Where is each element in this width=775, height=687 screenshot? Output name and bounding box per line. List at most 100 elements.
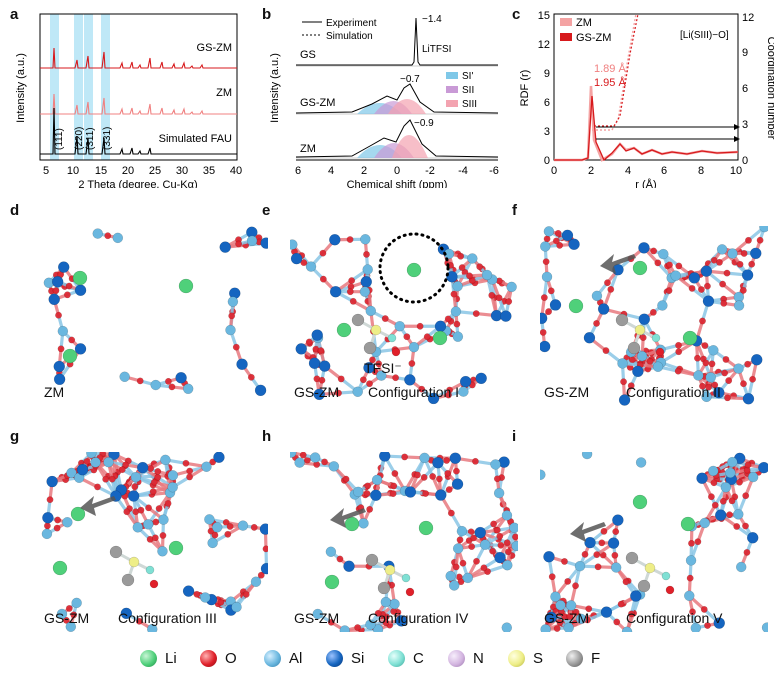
oxygen-atom — [476, 263, 484, 271]
aluminum-atom — [182, 383, 194, 395]
aluminum-atom — [71, 597, 82, 609]
svg-text:3: 3 — [544, 126, 550, 138]
oxygen-atom — [321, 458, 328, 466]
lithium-atom — [632, 260, 648, 276]
lithium-atom — [324, 574, 340, 590]
oxygen-atom — [349, 297, 357, 305]
peak-label-gs-zm: 1.95 Å — [594, 76, 626, 89]
oxygen-atom — [164, 377, 172, 385]
plot-frame — [39, 13, 238, 161]
aluminum-atom — [294, 457, 305, 468]
oxygen-atom — [363, 490, 371, 498]
legend-zm: ZM — [576, 17, 592, 29]
panel-letter-g: g — [10, 428, 20, 445]
aluminum-atom — [371, 474, 383, 486]
oxygen-atom — [369, 356, 376, 364]
panel-letter-i: i — [512, 428, 517, 445]
aluminum-atom — [452, 331, 464, 342]
aluminum-atom — [458, 386, 469, 397]
oxygen-atom — [646, 357, 654, 365]
oxygen-atom — [450, 290, 458, 298]
oxygen-atom — [65, 282, 73, 290]
svg-text:0: 0 — [551, 165, 557, 177]
aluminum-atom — [541, 271, 553, 283]
oxygen-atom — [697, 286, 705, 293]
x-ticks-c: 0 2 4 6 8 10 — [551, 165, 742, 177]
atom-legend-n: N — [448, 650, 484, 667]
oxygen-atom — [602, 347, 610, 355]
aluminum-atom — [621, 626, 633, 632]
oxygen-atom — [209, 458, 217, 466]
oxygen-atom — [686, 574, 694, 582]
legend-swatch-zm — [560, 18, 572, 26]
silicon-atom — [500, 310, 512, 322]
oxygen-atom — [62, 616, 70, 624]
oxygen-atom — [414, 471, 421, 479]
oxygen-atom — [704, 622, 711, 629]
site-swatch-siii — [446, 100, 458, 107]
aluminum-atom — [57, 325, 69, 337]
oxygen-atom — [466, 272, 473, 280]
peak-label-zm: 1.89 Å — [594, 62, 626, 75]
aluminum-atom — [290, 239, 298, 250]
oxygen-atom — [102, 475, 110, 483]
aluminum-atom — [130, 471, 142, 483]
aluminum-atom — [328, 461, 340, 472]
aluminum-atom — [565, 600, 577, 611]
aluminum-atom — [359, 286, 371, 297]
oxygen-atom — [585, 605, 593, 613]
nmr-chart: Experiment Simulation GS −1.4 LiTFSI GS-… — [269, 14, 499, 188]
aluminum-atom — [448, 580, 460, 591]
carbon-atom — [651, 333, 661, 343]
silicon-atom — [74, 343, 87, 355]
peak-label-331: (331) — [102, 127, 113, 150]
carbon-atom — [145, 565, 155, 575]
oxygen-atom — [470, 534, 478, 542]
zeolite-framework-e — [290, 232, 517, 405]
o-atom-icon — [200, 650, 217, 667]
atom-legend-s: S — [508, 650, 543, 667]
oxygen-atom — [716, 258, 723, 266]
silicon-atom — [48, 293, 60, 306]
oxygen-atom — [722, 355, 730, 363]
oxygen-atom — [594, 563, 602, 571]
silicon-atom — [638, 242, 650, 254]
sulfur-atom — [370, 324, 382, 336]
oxygen-atom — [505, 298, 513, 305]
oxygen-atom — [164, 499, 172, 507]
oxygen-atom — [600, 527, 608, 535]
oxygen-atom — [403, 333, 411, 341]
oxygen-atom — [459, 559, 467, 567]
structure-panel-h: GS-ZM Configuration IV — [290, 452, 518, 632]
aluminum-atom — [727, 248, 738, 259]
silicon-atom — [259, 523, 268, 535]
oxygen-atom — [593, 551, 601, 559]
aluminum-atom — [735, 561, 747, 573]
silicon-atom — [561, 229, 574, 242]
oxygen-atom — [649, 308, 657, 316]
aluminum-atom — [365, 305, 377, 317]
rdf-zm — [554, 85, 739, 162]
svg-text:0: 0 — [544, 155, 550, 167]
silicon-atom — [714, 509, 727, 521]
aluminum-atom — [658, 248, 669, 260]
fluorine-atom — [615, 313, 629, 327]
oxygen-atom — [336, 555, 344, 563]
caption-h-right: Configuration IV — [368, 610, 469, 626]
fluorine-atom — [625, 551, 639, 565]
aluminum-atom — [575, 613, 587, 625]
lithium-atom — [418, 520, 434, 536]
oxygen-atom — [149, 579, 159, 589]
silicon-atom — [696, 472, 708, 485]
fluorine-atom — [637, 579, 651, 593]
oxygen-atom — [748, 260, 756, 268]
lithium-atom — [178, 278, 194, 294]
oxygen-atom — [57, 345, 65, 353]
oxygen-atom — [193, 590, 201, 598]
lithium-atom — [632, 494, 648, 510]
oxygen-atom — [68, 336, 76, 344]
oxygen-atom — [613, 618, 621, 626]
aluminum-atom — [312, 608, 323, 620]
oxygen-atom — [151, 534, 159, 542]
aluminum-atom — [657, 300, 668, 311]
